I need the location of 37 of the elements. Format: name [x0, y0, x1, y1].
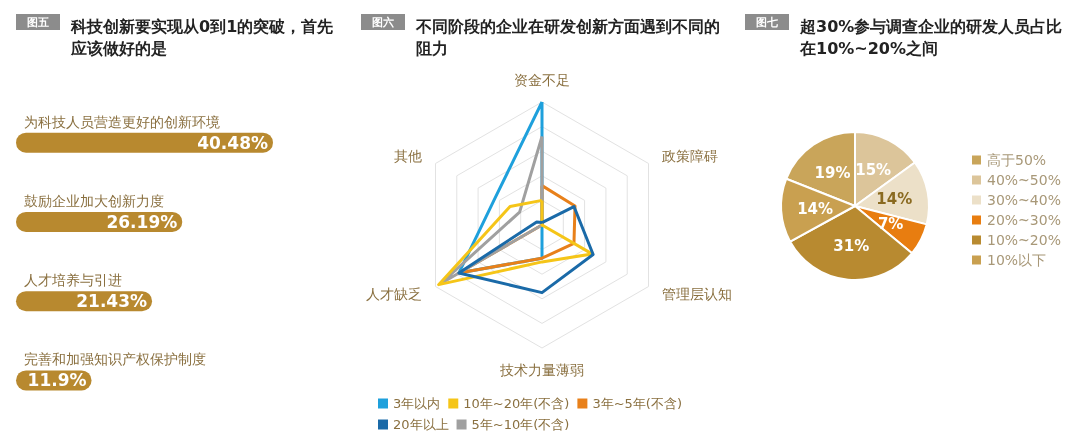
y-tick-label: 人才培养与引进 [24, 272, 122, 289]
spoke-label: 政策障碍 [661, 148, 718, 164]
legend-label: 5年~10年(不含) [471, 417, 570, 432]
data-label: 21.43% [76, 291, 148, 312]
data-label: 11.9% [27, 370, 87, 391]
data-label: 7% [877, 215, 904, 234]
legend-label: 10%以下 [987, 252, 1047, 268]
spoke-label: 管理层认知 [661, 286, 732, 302]
legend-label: 3年~5年(不含) [592, 396, 682, 411]
y-tick-label: 鼓励企业加大创新力度 [24, 192, 164, 209]
chart-title: 科技创新要实现从0到1的突破，首先应该做好的是 [70, 16, 334, 58]
data-label: 26.19% [106, 211, 178, 232]
text: 图五 [27, 15, 49, 29]
legend-label: 10%~20% [987, 232, 1061, 248]
data-label: 14% [876, 189, 913, 208]
chart-title: 不同阶段的企业在研发创新方面遇到不同的阻力 [415, 16, 720, 58]
text: 图六 [372, 15, 394, 29]
spoke-label: 其他 [394, 148, 423, 164]
spoke-label: 人才缺乏 [366, 286, 423, 302]
text: 图七 [756, 15, 778, 29]
spoke-label: 技术力量薄弱 [499, 362, 584, 378]
y-tick-label: 完善和加强知识产权保护制度 [24, 351, 206, 368]
y-tick-label: 为科技人员营造更好的创新环境 [24, 113, 220, 130]
legend-label: 30%~40% [987, 192, 1061, 208]
data-label: 19% [814, 163, 851, 182]
data-label: 14% [797, 199, 834, 218]
spoke-label: 资金不足 [514, 72, 570, 88]
chart-title: 超30%参与调查企业的研发人员占比在10%~20%之间 [799, 16, 1063, 58]
data-label: 40.48% [197, 132, 268, 153]
data-label: 31% [833, 236, 870, 255]
legend-label: 高于50% [987, 152, 1047, 168]
legend-label: 10年~20年(不含) [463, 396, 570, 411]
legend-label: 40%~50% [987, 172, 1061, 188]
data-label: 15% [855, 161, 892, 180]
legend-label: 20%~30% [987, 212, 1061, 228]
legend-label: 3年以内 [393, 396, 441, 411]
legend-label: 20年以上 [393, 417, 449, 432]
